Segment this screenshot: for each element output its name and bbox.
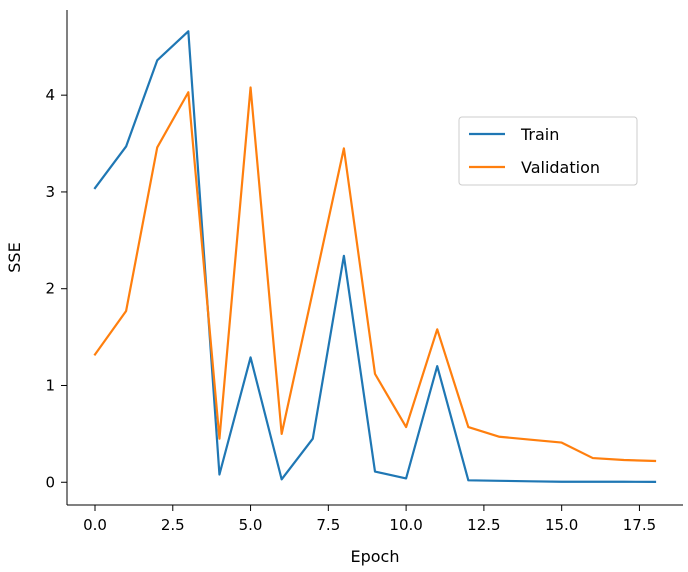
y-tick-label: 3 — [45, 183, 55, 201]
series-line-validation — [93, 86, 657, 463]
x-tick-label: 7.5 — [316, 516, 340, 534]
axes — [66, 10, 683, 506]
legend-label-train: Train — [520, 125, 559, 144]
x-tick-label: 2.5 — [161, 516, 185, 534]
x-tick-label: 0.0 — [83, 516, 107, 534]
y-tick-label: 0 — [45, 473, 55, 491]
x-tick-label: 12.5 — [467, 516, 500, 534]
legend-label-validation: Validation — [521, 158, 600, 177]
series-line-train — [93, 30, 657, 483]
x-tick-label: 17.5 — [623, 516, 656, 534]
y-tick-label: 1 — [45, 376, 55, 394]
y-axis-ticks: 0 1 2 3 4 — [45, 86, 67, 491]
x-axis-ticks: 0.0 2.5 5.0 7.5 10.0 12.5 15.0 17.5 — [83, 505, 656, 534]
y-axis-title: SSE — [5, 242, 24, 272]
legend: Train Validation — [458, 116, 638, 186]
y-tick-label: 4 — [45, 86, 55, 104]
x-tick-label: 15.0 — [545, 516, 578, 534]
x-tick-label: 10.0 — [389, 516, 422, 534]
series-layer — [93, 30, 657, 483]
x-tick-label: 5.0 — [239, 516, 263, 534]
x-axis-title: Epoch — [351, 547, 400, 566]
y-tick-label: 2 — [45, 280, 55, 298]
